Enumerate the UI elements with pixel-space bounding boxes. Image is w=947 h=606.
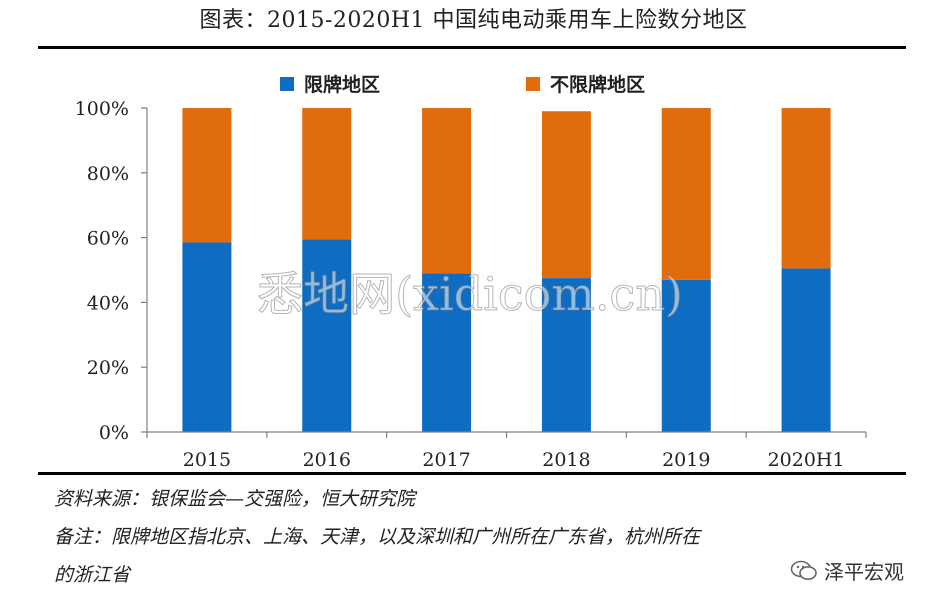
top-rule (38, 46, 906, 49)
legend-swatch-restricted (280, 76, 294, 91)
x-tick-label-2016: 2016 (303, 449, 351, 470)
x-tick-label-2017: 2017 (422, 449, 470, 470)
bar-unrestricted-2020H1 (781, 108, 831, 269)
brand-badge: 泽平宏观 (790, 556, 904, 585)
note-text-line2: 的浙江省 (54, 564, 131, 586)
legend-item-unrestricted: 不限牌地区 (526, 70, 645, 97)
bar-unrestricted-2018 (541, 111, 591, 279)
bar-unrestricted-2016 (302, 108, 352, 240)
bar-restricted-2015 (182, 242, 232, 432)
legend-label-unrestricted: 不限牌地区 (550, 74, 646, 96)
y-tick-label: 100% (75, 98, 129, 120)
bar-restricted-2018 (541, 278, 591, 432)
source-text: 资料来源：银保监会—交强险，恒大研究院 (54, 488, 416, 510)
y-tick-label: 40% (87, 292, 129, 314)
bar-unrestricted-2019 (661, 108, 711, 280)
stacked-bar-chart: 2015 2016 2017 2018 2019 2020H1 0% 20% 40% 60% 80%… (75, 98, 867, 470)
x-tick-label-2015: 2015 (183, 449, 231, 470)
bar-unrestricted-2017 (422, 108, 472, 274)
brand-name: 泽平宏观 (824, 560, 904, 584)
note-text-line1: 备注：限牌地区指北京、上海、天津，以及深圳和广州所在广东省，杭州所在 (54, 526, 701, 548)
bar-restricted-2020H1 (781, 268, 831, 432)
legend-swatch-unrestricted (526, 76, 540, 91)
y-tick-label: 60% (87, 228, 129, 250)
bottom-rule (38, 472, 906, 475)
watermark-text: 悉地网(xidicom.cn) (257, 267, 683, 321)
x-tick-label-2018: 2018 (542, 449, 590, 470)
bar-restricted-2016 (302, 239, 352, 432)
y-tick-label: 20% (87, 357, 129, 379)
wechat-icon (790, 560, 817, 580)
chart-title: 图表：2015-2020H1 中国纯电动乘用车上险数分地区 (199, 8, 748, 33)
legend-item-restricted: 限牌地区 (280, 70, 380, 97)
legend-label-restricted: 限牌地区 (304, 74, 381, 96)
bar-unrestricted-2015 (182, 108, 232, 243)
y-tick-label: 0% (99, 422, 129, 444)
x-tick-label-2019: 2019 (662, 449, 710, 470)
x-tick-label-2020H1: 2020H1 (768, 449, 845, 470)
y-tick-label: 80% (87, 163, 129, 185)
bar-restricted-2019 (661, 279, 711, 432)
legend: 限牌地区 不限牌地区 (0, 70, 947, 100)
bar-restricted-2017 (422, 273, 472, 432)
